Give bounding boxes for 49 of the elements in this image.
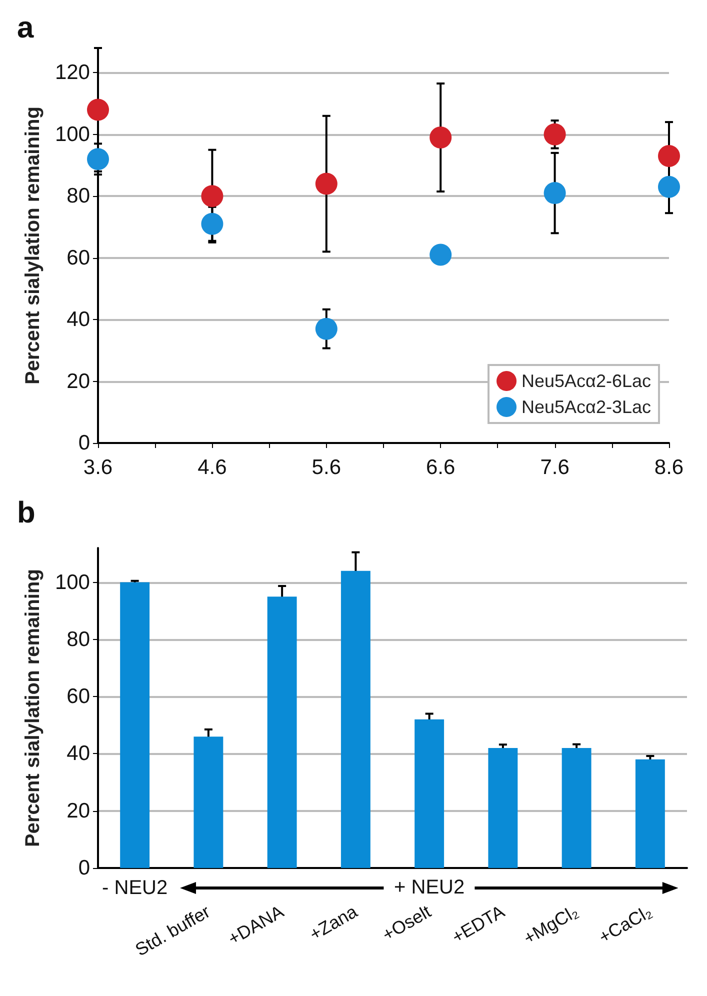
y-axis-title: Percent sialylation remaining: [22, 569, 44, 847]
text: + NEU2: [384, 876, 475, 900]
point: [87, 148, 109, 170]
y-tick-label: 0: [78, 432, 90, 454]
y-tick-label: 20: [66, 370, 90, 393]
point: [201, 212, 224, 235]
y-tick-label: 40: [66, 742, 90, 766]
text: - NEU2: [102, 877, 168, 899]
bar: [635, 759, 665, 868]
x-tick-label: 7.6: [540, 456, 570, 479]
y-tick-label: 120: [54, 61, 90, 84]
point: [87, 98, 109, 121]
bar: [562, 748, 592, 868]
y-tick-label: 100: [54, 570, 90, 594]
y-tick-label: 100: [54, 122, 90, 146]
y-tick-label: 20: [66, 799, 90, 822]
x-tick-label: 3.6: [83, 456, 113, 479]
chart-title: b: [17, 496, 36, 530]
point: [544, 123, 566, 146]
y-tick-label: 0: [78, 856, 90, 880]
x-tick-label: 4.6: [198, 456, 227, 479]
point: [315, 172, 338, 195]
bar: [340, 570, 370, 868]
point: [658, 176, 680, 198]
chart-title: a: [17, 12, 34, 44]
bar: [120, 582, 150, 868]
bar: [488, 748, 518, 868]
legend-label: Neu5Acα2-3Lac: [522, 397, 652, 417]
point: [658, 145, 680, 167]
x-tick-label: Std. buffer: [132, 901, 214, 960]
point: [315, 318, 338, 340]
legend-label: Neu5Acα2-6Lac: [522, 371, 652, 391]
bar: [414, 719, 444, 868]
y-axis-title: Percent sialylation remaining: [22, 106, 44, 384]
point: [430, 126, 452, 148]
bar: [194, 736, 224, 868]
y-tick-label: 80: [66, 628, 90, 651]
point: [430, 244, 452, 266]
bar: [267, 596, 297, 868]
point: [201, 185, 224, 208]
x-tick-label: 8.6: [654, 456, 684, 479]
y-tick-label: 80: [66, 184, 90, 208]
y-tick-label: 60: [66, 246, 90, 270]
x-tick-label: 5.6: [312, 456, 341, 479]
x-tick-label: 6.6: [426, 456, 456, 479]
x-tick-label: +Zana: [306, 901, 361, 944]
y-tick-label: 60: [66, 685, 90, 708]
y-tick-label: 40: [66, 308, 90, 332]
point: [544, 182, 566, 204]
